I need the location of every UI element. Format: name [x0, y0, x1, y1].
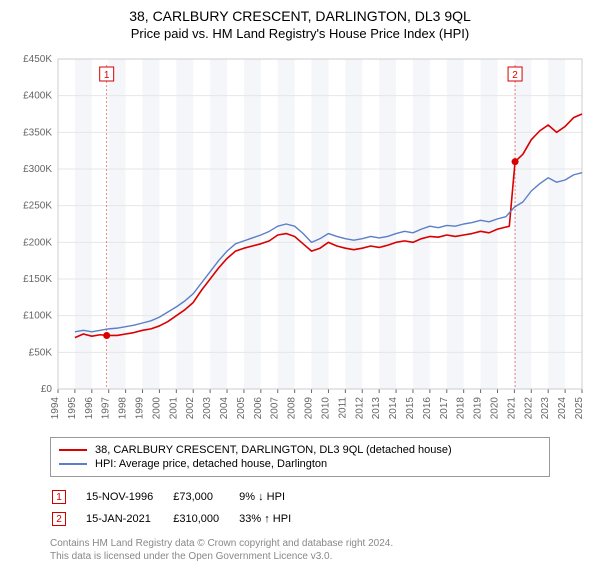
- svg-text:2: 2: [512, 70, 518, 81]
- svg-text:2021: 2021: [506, 397, 517, 420]
- svg-text:2025: 2025: [574, 397, 585, 420]
- svg-text:2015: 2015: [405, 397, 416, 420]
- svg-text:£150K: £150K: [23, 274, 52, 285]
- svg-text:1996: 1996: [84, 397, 95, 420]
- svg-text:1998: 1998: [118, 397, 129, 420]
- svg-text:1997: 1997: [101, 397, 112, 420]
- svg-text:2019: 2019: [473, 397, 484, 420]
- marker-price: £73,000: [173, 487, 237, 507]
- legend: 38, CARLBURY CRESCENT, DARLINGTON, DL3 9…: [50, 437, 550, 477]
- marker-delta: 9% ↓ HPI: [239, 487, 309, 507]
- legend-item: 38, CARLBURY CRESCENT, DARLINGTON, DL3 9…: [59, 444, 541, 456]
- chart-subtitle: Price paid vs. HM Land Registry's House …: [10, 26, 590, 41]
- svg-text:2004: 2004: [219, 397, 230, 420]
- svg-text:2010: 2010: [320, 397, 331, 420]
- svg-text:2023: 2023: [540, 397, 551, 420]
- svg-text:£100K: £100K: [23, 311, 52, 322]
- marker-date: 15-JAN-2021: [86, 509, 171, 529]
- svg-text:£50K: £50K: [29, 347, 53, 358]
- svg-text:2006: 2006: [253, 397, 264, 420]
- svg-text:2008: 2008: [287, 397, 298, 420]
- chart-area: £0 £50K £100K £150K £200K £250K £300K £350K £400…: [10, 49, 590, 429]
- svg-text:2003: 2003: [202, 397, 213, 420]
- svg-text:2018: 2018: [456, 397, 467, 420]
- svg-text:2007: 2007: [270, 397, 281, 420]
- marker-row: 1 15-NOV-1996£73,0009% ↓ HPI: [52, 487, 309, 507]
- svg-text:2009: 2009: [304, 397, 315, 420]
- svg-text:2022: 2022: [523, 397, 534, 420]
- svg-text:2024: 2024: [557, 397, 568, 420]
- svg-text:2013: 2013: [371, 397, 382, 420]
- legend-swatch: [59, 463, 87, 465]
- marker-date: 15-NOV-1996: [86, 487, 171, 507]
- svg-text:2000: 2000: [151, 397, 162, 420]
- svg-text:£400K: £400K: [23, 91, 52, 102]
- svg-text:2014: 2014: [388, 397, 399, 420]
- price-chart-svg: £0 £50K £100K £150K £200K £250K £300K £350K £400…: [10, 49, 590, 429]
- legend-label: HPI: Average price, detached house, Darl…: [95, 458, 327, 470]
- svg-text:£0: £0: [41, 384, 53, 395]
- svg-text:£300K: £300K: [23, 164, 52, 175]
- svg-text:2012: 2012: [354, 397, 365, 420]
- svg-text:2016: 2016: [422, 397, 433, 420]
- legend-swatch: [59, 449, 87, 451]
- marker-table: 1 15-NOV-1996£73,0009% ↓ HPI 2 15-JAN-2021£…: [50, 485, 311, 531]
- footer-line-2: This data is licensed under the Open Gov…: [50, 550, 550, 563]
- svg-text:£350K: £350K: [23, 127, 52, 138]
- marker-row: 2 15-JAN-2021£310,00033% ↑ HPI: [52, 509, 309, 529]
- svg-text:2002: 2002: [185, 397, 196, 420]
- svg-text:1999: 1999: [135, 397, 146, 420]
- svg-text:1995: 1995: [67, 397, 78, 420]
- marker-delta: 33% ↑ HPI: [239, 509, 309, 529]
- svg-text:1994: 1994: [50, 397, 61, 420]
- legend-label: 38, CARLBURY CRESCENT, DARLINGTON, DL3 9…: [95, 444, 452, 456]
- svg-text:2001: 2001: [168, 397, 179, 420]
- svg-text:1: 1: [104, 70, 110, 81]
- svg-text:2005: 2005: [236, 397, 247, 420]
- footer-attribution: Contains HM Land Registry data © Crown c…: [50, 537, 550, 563]
- svg-text:£200K: £200K: [23, 237, 52, 248]
- footer-line-1: Contains HM Land Registry data © Crown c…: [50, 537, 550, 550]
- legend-item: HPI: Average price, detached house, Darl…: [59, 458, 541, 470]
- svg-text:2017: 2017: [439, 397, 450, 420]
- marker-price: £310,000: [173, 509, 237, 529]
- marker-badge: 2: [52, 512, 66, 526]
- svg-text:£450K: £450K: [23, 54, 52, 65]
- marker-badge: 1: [52, 490, 66, 504]
- svg-text:£250K: £250K: [23, 201, 52, 212]
- chart-title: 38, CARLBURY CRESCENT, DARLINGTON, DL3 9…: [10, 8, 590, 24]
- svg-text:2020: 2020: [489, 397, 500, 420]
- svg-text:2011: 2011: [337, 397, 348, 419]
